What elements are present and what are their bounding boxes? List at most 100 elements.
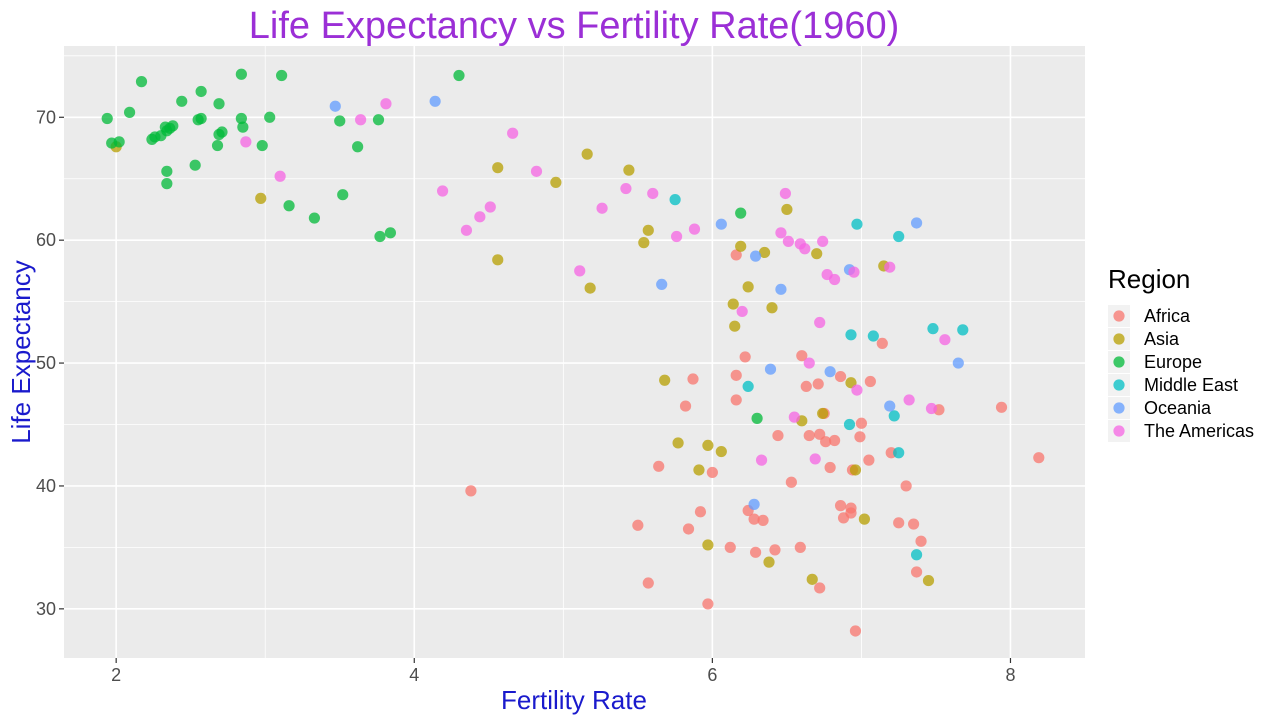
point-africa — [757, 514, 769, 526]
point-asia — [849, 464, 862, 476]
point-the-americas — [939, 334, 951, 346]
point-asia — [638, 237, 650, 249]
point-asia — [584, 282, 596, 294]
point-europe — [334, 115, 346, 127]
point-europe — [101, 112, 113, 125]
point-asia — [922, 574, 935, 587]
point-the-americas — [671, 230, 683, 243]
point-europe — [123, 106, 136, 118]
x-tick-label: 4 — [409, 665, 419, 685]
point-europe — [189, 159, 201, 171]
point-the-americas — [355, 114, 367, 126]
legend-marker-europe — [1113, 356, 1125, 368]
point-africa — [748, 513, 760, 525]
point-the-americas — [596, 202, 608, 214]
legend-marker-middle-east — [1113, 379, 1125, 391]
point-middle-east — [927, 323, 939, 335]
point-africa — [739, 351, 751, 363]
point-africa — [730, 369, 742, 381]
point-europe — [384, 227, 397, 239]
point-africa — [824, 461, 836, 474]
point-africa — [828, 434, 841, 447]
point-africa — [803, 429, 815, 442]
point-oceania — [824, 366, 836, 378]
point-asia — [727, 298, 739, 310]
point-africa — [876, 337, 888, 349]
x-tick-label: 6 — [707, 665, 717, 685]
point-middle-east — [893, 230, 905, 243]
legend-marker-asia — [1113, 333, 1125, 345]
chart-title: Life Expectancy vs Fertility Rate(1960) — [249, 5, 900, 47]
point-asia — [492, 162, 504, 174]
point-the-americas — [484, 201, 496, 213]
point-the-americas — [817, 235, 829, 247]
legend-marker-africa — [1113, 310, 1125, 322]
point-europe — [352, 141, 364, 153]
point-asia — [492, 254, 504, 266]
point-middle-east — [910, 549, 923, 561]
point-africa — [730, 249, 742, 261]
point-asia — [715, 445, 727, 458]
legend-label-europe: Europe — [1144, 352, 1202, 372]
point-europe — [256, 139, 268, 152]
y-tick-label: 60 — [36, 230, 56, 250]
point-middle-east — [845, 329, 857, 341]
point-the-americas — [903, 394, 915, 406]
point-europe — [751, 412, 763, 424]
point-the-americas — [814, 316, 826, 329]
point-africa — [915, 535, 927, 547]
point-oceania — [764, 363, 777, 375]
point-africa — [1033, 452, 1045, 464]
legend-title: Region — [1108, 264, 1190, 294]
point-africa — [749, 546, 762, 558]
x-axis: 2 4 6 8 — [111, 658, 1015, 685]
point-asia — [817, 407, 829, 420]
point-asia — [858, 513, 871, 525]
point-asia — [766, 302, 778, 314]
point-asia — [702, 539, 714, 551]
point-africa — [995, 401, 1008, 413]
point-oceania — [910, 217, 923, 229]
point-europe — [276, 69, 288, 82]
point-africa — [845, 507, 857, 519]
point-africa — [724, 541, 736, 553]
point-middle-east — [893, 447, 905, 459]
point-africa — [863, 454, 875, 466]
point-africa — [812, 378, 824, 390]
point-africa — [465, 485, 477, 497]
legend-items: Africa Asia Europe Middle East Oceania The Am… — [1108, 305, 1254, 442]
point-asia — [693, 464, 705, 476]
point-the-americas — [828, 273, 841, 286]
legend: Region Africa Asia Europe Middle East Oceani… — [1108, 264, 1254, 442]
point-oceania — [429, 95, 441, 107]
point-europe — [161, 165, 173, 177]
point-asia — [642, 224, 654, 236]
point-europe — [735, 207, 747, 219]
point-africa — [687, 373, 699, 385]
point-oceania — [748, 498, 760, 510]
point-the-americas — [240, 136, 252, 148]
point-europe — [264, 111, 276, 123]
point-asia — [550, 176, 562, 189]
point-africa — [730, 394, 742, 406]
point-the-americas — [736, 305, 748, 318]
point-middle-east — [843, 418, 856, 431]
point-asia — [806, 573, 818, 585]
point-europe — [213, 128, 225, 141]
point-africa — [834, 370, 847, 383]
point-oceania — [715, 218, 727, 230]
point-europe — [372, 114, 385, 126]
point-europe — [195, 85, 207, 98]
point-africa — [796, 350, 808, 362]
point-africa — [814, 582, 826, 594]
point-africa — [642, 577, 654, 589]
legend-label-middle-east: Middle East — [1144, 375, 1238, 395]
legend-label-asia: Asia — [1144, 329, 1180, 349]
point-europe — [237, 121, 249, 133]
point-oceania — [775, 283, 787, 295]
point-asia — [735, 240, 747, 252]
point-europe — [308, 212, 321, 224]
point-asia — [702, 439, 714, 451]
point-the-americas — [507, 127, 519, 139]
